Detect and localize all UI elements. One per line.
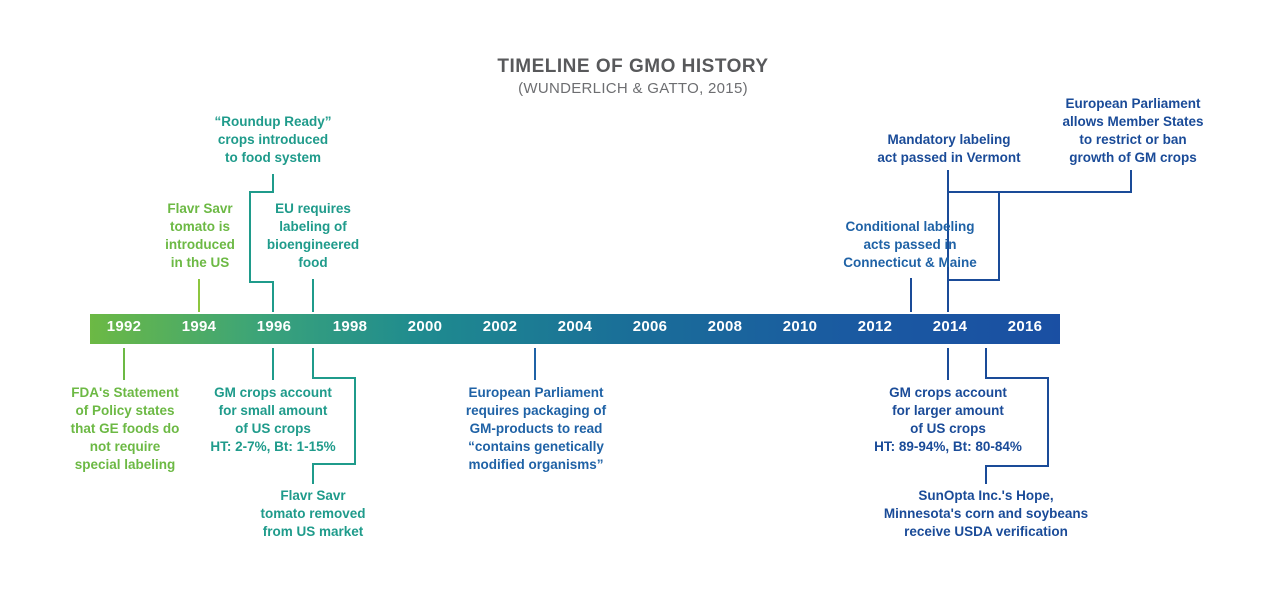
year-label: 1998 [332, 318, 368, 335]
year-label: 2014 [932, 318, 968, 335]
connector-1996-roundup [249, 174, 274, 312]
event-2015-ep-allows-ban: European Parliament allows Member States… [1062, 96, 1204, 165]
event-2003-ep-packaging: European Parliament requires packaging o… [465, 385, 607, 472]
year-label: 2016 [1007, 318, 1043, 335]
event-1994-flavr-savr-introduced: Flavr Savr tomato is introduced in the U… [165, 201, 235, 270]
diagram-subtitle: (WUNDERLICH & GATTO, 2015) [518, 80, 748, 97]
event-2014-gm-large-share: GM crops account for larger amount of US… [874, 385, 1022, 454]
event-1992-fda-statement: FDA's Statement of Policy states that GE… [70, 385, 180, 472]
event-2013-conditional-labeling: Conditional labeling acts passed in Conn… [843, 219, 977, 270]
year-label: 2000 [407, 318, 443, 335]
diagram-title: TIMELINE OF GMO HISTORY [497, 56, 769, 77]
year-label: 1996 [256, 318, 292, 335]
year-label: 2002 [482, 318, 518, 335]
connector-1997-removed [312, 348, 356, 484]
year-label: 2010 [782, 318, 818, 335]
year-label: 2008 [707, 318, 743, 335]
event-1997-flavr-savr-removed: Flavr Savr tomato removed from US market [260, 488, 366, 539]
connector-2015-sunopta [985, 348, 1049, 484]
event-1997-eu-labeling: EU requires labeling of bioengineered fo… [266, 201, 360, 270]
connector-2014-vermont-ep [947, 170, 1132, 193]
timeline-bar [90, 314, 1060, 344]
year-label: 2012 [857, 318, 893, 335]
event-2015-sunopta-verification: SunOpta Inc.'s Hope, Minnesota's corn an… [883, 488, 1089, 539]
year-label: 2004 [557, 318, 593, 335]
event-1996-gm-small-share: GM crops account for small amount of US … [210, 385, 336, 454]
year-label: 1992 [106, 318, 142, 335]
year-label: 1994 [181, 318, 217, 335]
event-1996-roundup-ready: “Roundup Ready” crops introduced to food… [214, 114, 332, 165]
year-label: 2006 [632, 318, 668, 335]
event-2014-vermont-labeling: Mandatory labeling act passed in Vermont [877, 132, 1021, 165]
connector-2014-stem [947, 192, 1000, 281]
